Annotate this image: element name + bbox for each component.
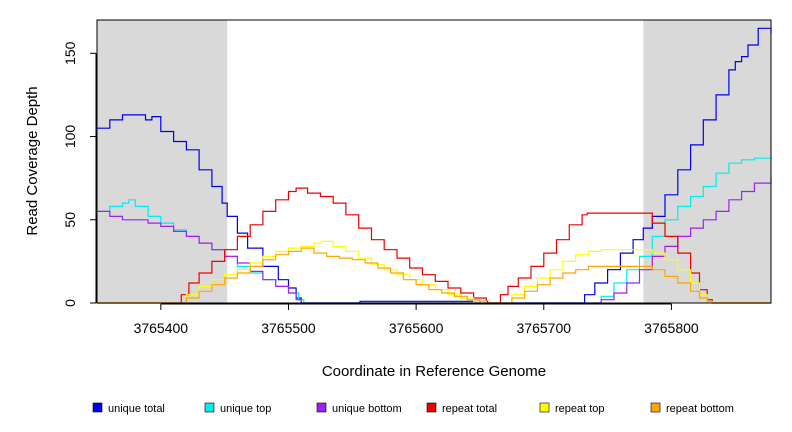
shaded-region-1: [643, 20, 771, 303]
legend-label: unique total: [108, 403, 165, 415]
shaded-regions: [97, 20, 771, 303]
series-line-unique-bottom: [97, 176, 772, 304]
legend-swatch: [650, 402, 661, 413]
legend-swatch: [539, 402, 550, 413]
series-line-repeat-total: [97, 187, 771, 304]
y-tick-label: 0: [62, 299, 78, 307]
y-axis-title: Read Coverage Depth: [24, 86, 41, 235]
legend-item-unique-top: unique top: [204, 402, 271, 415]
x-axis-title: Coordinate in Reference Genome: [322, 363, 546, 380]
legend-label: unique bottom: [332, 403, 402, 415]
legend-label: repeat top: [555, 403, 605, 415]
series-line-unique-total: [97, 27, 772, 304]
x-tick-label: 3765400: [134, 320, 189, 336]
shaded-region-0: [97, 20, 228, 303]
legend-label: repeat bottom: [666, 403, 734, 415]
x-tick-label: 3765700: [517, 320, 572, 336]
y-tick-label: 150: [62, 41, 78, 65]
legend-label: repeat total: [442, 403, 497, 415]
x-tick-label: 3765500: [261, 320, 316, 336]
legend-item-unique-bottom: unique bottom: [316, 402, 402, 415]
series-line-repeat-bottom: [97, 247, 771, 304]
x-axis: 3765400 3765500 3765600 3765700 3765800: [134, 303, 699, 336]
legend-label: unique top: [220, 403, 271, 415]
legend-item-repeat-total: repeat total: [426, 402, 497, 415]
legend-item-unique-total: unique total: [92, 402, 165, 415]
plot-frame: [96, 19, 772, 304]
y-tick-label: 100: [62, 125, 78, 149]
x-tick-label: 3765800: [644, 320, 699, 336]
legend-swatch: [204, 402, 215, 413]
legend: unique total unique top unique bottom repea…: [92, 402, 734, 415]
y-tick-label: 50: [62, 212, 78, 228]
legend-swatch: [92, 402, 103, 413]
y-axis: 0 50 100 150: [62, 41, 97, 307]
series-lines: [97, 27, 772, 304]
legend-swatch: [426, 402, 437, 413]
legend-item-repeat-bottom: repeat bottom: [650, 402, 734, 415]
x-tick-label: 3765600: [389, 320, 444, 336]
legend-swatch: [316, 402, 327, 413]
legend-item-repeat-top: repeat top: [539, 402, 605, 415]
